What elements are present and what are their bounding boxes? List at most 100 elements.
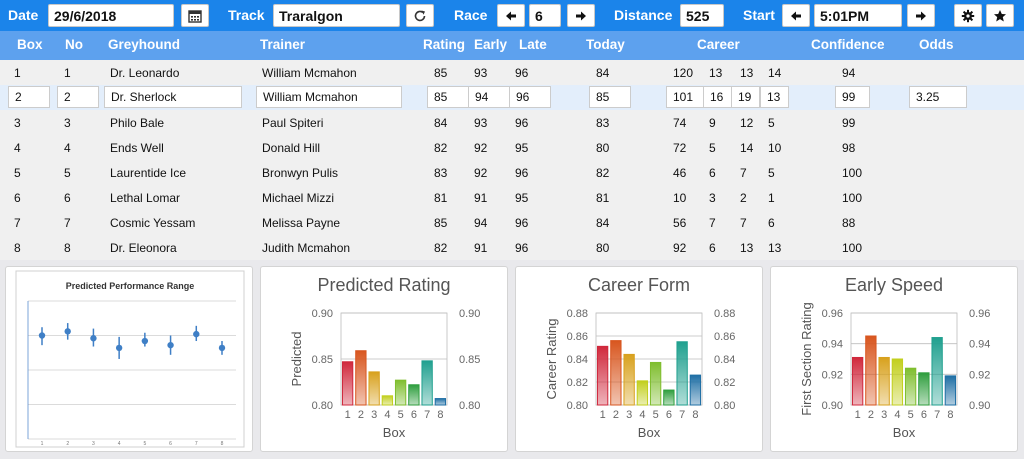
col-early[interactable]: Early [474,37,508,52]
cell-box[interactable]: 2 [8,86,50,108]
cell-early: 91 [474,241,488,255]
cell-trainer[interactable]: William Mcmahon [256,86,402,108]
distance-field[interactable]: 525 [680,4,724,27]
refresh-button[interactable] [406,4,434,27]
x-tick-label: 1 [600,409,606,421]
distance-label: Distance [614,7,673,23]
cell-career-wins[interactable]: 16 [703,86,732,108]
cell-late: 95 [515,191,529,205]
calendar-button[interactable] [181,4,209,27]
performance-range-panel: Predicted Performance Range 1 2 3 4 5 6 7 8 [5,266,253,452]
cell-confidence[interactable]: 99 [835,86,870,108]
arrow-left-icon [506,11,516,20]
cell-career-seconds: 7 [740,166,747,180]
data-point [115,344,123,352]
plot-frame [340,312,448,406]
race-next-button[interactable] [567,4,595,27]
settings-button[interactable] [954,4,982,27]
cell-box: 8 [14,241,21,255]
table-row[interactable]: 4 4 Ends Well Donald Hill 82 92 95 80 72… [0,135,1024,160]
top-toolbar: Date 29/6/2018 Track Traralgon Race 6 Di… [0,0,1024,31]
gear-icon [961,9,975,22]
cell-box: 4 [14,141,21,155]
col-no[interactable]: No [65,37,83,52]
bar [689,374,702,406]
col-career[interactable]: Career [697,37,740,52]
cell-career-starts[interactable]: 101 [666,86,704,108]
table-row[interactable]: 1 1 Dr. Leonardo William Mcmahon 85 93 9… [0,60,1024,85]
y-tick-label-right: 0.90 [969,400,990,412]
cell-career-seconds[interactable]: 19 [731,86,760,108]
cell-rating: 81 [434,191,448,205]
predicted-rating-panel: Predicted Rating 0.90 0.90 0.85 0.85 0.80 0.8… [260,266,508,452]
table-row[interactable]: 5 5 Laurentide Ice Bronwyn Pulis 83 92 9… [0,160,1024,185]
cell-greyhound[interactable]: Dr. Sherlock [104,86,242,108]
data-point [38,332,46,339]
cell-today: 83 [596,116,610,130]
cell-greyhound: Philo Bale [110,116,165,130]
plot-frame [850,312,958,406]
track-label: Track [228,7,265,23]
bar [421,360,433,406]
col-greyhound[interactable]: Greyhound [108,37,181,52]
col-confidence[interactable]: Confidence [811,37,885,52]
cell-rating[interactable]: 85 [427,86,469,108]
cell-rating: 82 [434,141,448,155]
start-field[interactable]: 5:01PM [814,4,902,27]
start-prev-button[interactable] [782,4,810,27]
cell-box: 3 [14,116,21,130]
col-today[interactable]: Today [586,37,625,52]
cell-late: 96 [515,166,529,180]
y-axis-label: Career Rating [544,319,559,400]
early-speed-panel: Early Speed 0.96 0.96 0.94 0.94 0.92 0.92 0.90… [770,266,1018,452]
cell-late: 96 [515,116,529,130]
cell-odds[interactable]: 3.25 [909,86,967,108]
cell-career-seconds: 13 [740,241,754,255]
data-point [193,330,200,338]
cell-confidence: 100 [842,241,863,255]
y-tick-label-right: 0.88 [714,308,735,320]
cell-career-seconds: 13 [740,66,754,80]
bar [368,371,380,406]
race-field[interactable]: 6 [529,4,561,27]
cell-early[interactable]: 94 [468,86,510,108]
cell-late[interactable]: 96 [509,86,551,108]
col-late[interactable]: Late [519,37,547,52]
table-header: Box No Greyhound Trainer Rating Early La… [0,31,1024,60]
y-tick-label: 0.84 [567,354,588,366]
bar [434,398,447,406]
col-odds[interactable]: Odds [919,37,954,52]
start-label: Start [743,7,775,23]
x-tick-label: 2 [613,409,619,421]
cell-greyhound: Ends Well [110,141,164,155]
cell-no[interactable]: 2 [57,86,99,108]
col-rating[interactable]: Rating [423,37,465,52]
table-row-selected[interactable]: 2 2 Dr. Sherlock William Mcmahon 85 94 9… [0,85,1024,110]
cell-career-thirds: 5 [768,116,775,130]
chart-title: Early Speed [844,275,944,295]
table-row[interactable]: 7 7 Cosmic Yessam Melissa Payne 85 94 96… [0,210,1024,235]
bar [381,395,394,406]
cell-today[interactable]: 85 [589,86,631,108]
date-label: Date [8,7,39,23]
date-field[interactable]: 29/6/2018 [48,4,174,27]
track-field[interactable]: Traralgon [273,4,400,27]
cell-career-starts: 56 [673,216,687,230]
col-box[interactable]: Box [17,37,43,52]
race-prev-button[interactable] [497,4,525,27]
favorite-button[interactable] [986,4,1014,27]
data-point [167,341,174,349]
col-trainer[interactable]: Trainer [260,37,306,52]
y-tick-label: 0.88 [567,308,588,320]
table-row[interactable]: 8 8 Dr. Eleonora Judith Mcmahon 82 91 96… [0,235,1024,260]
career-form-panel: Career Form 0.88 0.88 0.86 0.86 0.84 0.84 0.82… [515,266,763,452]
x-tick-label: 2 [66,441,69,447]
table-row[interactable]: 6 6 Lethal Lomar Michael Mizzi 81 91 95 … [0,185,1024,210]
cell-box: 7 [14,216,21,230]
cell-career-thirds[interactable]: 13 [760,86,789,108]
cell-career-starts: 10 [673,191,687,205]
table-row[interactable]: 3 3 Philo Bale Paul Spiteri 84 93 96 83 … [0,110,1024,135]
cell-confidence: 100 [842,166,863,180]
cell-trainer: William Mcmahon [262,66,357,80]
start-next-button[interactable] [907,4,935,27]
